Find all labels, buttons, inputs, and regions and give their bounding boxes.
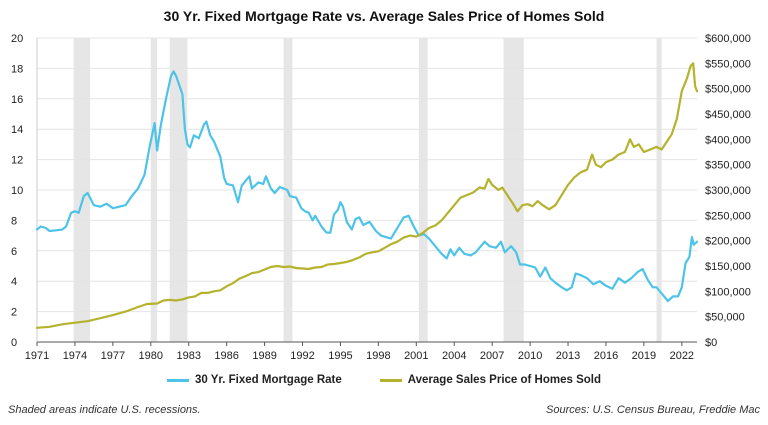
y-right-tick-label: $250,000 xyxy=(705,210,751,222)
y-right-tick-label: $400,000 xyxy=(705,134,751,146)
x-tick-label: 1986 xyxy=(214,350,238,362)
x-tick-label: 2001 xyxy=(404,350,428,362)
y-left-tick-label: 20 xyxy=(11,33,23,45)
x-tick-label: 1983 xyxy=(176,350,200,362)
series-line-mortgage-rate xyxy=(35,70,699,303)
x-tick-label: 1998 xyxy=(366,350,390,362)
y-left-tick-label: 6 xyxy=(11,246,17,258)
y-right-tick-label: $300,000 xyxy=(705,185,751,197)
x-tick-label: 2019 xyxy=(632,350,656,362)
x-tick-label: 2016 xyxy=(594,350,618,362)
y-right-tick-label: $100,000 xyxy=(705,286,751,298)
axes: 0 2 4 6 8 10 12 14 16 18 20 $0 $50,000 $100,000 $150,0… xyxy=(11,33,751,362)
x-tick-label: 1980 xyxy=(139,350,163,362)
x-tick-label: 1995 xyxy=(328,350,352,362)
x-tick-label: 1971 xyxy=(25,350,49,362)
y-left-tick-label: 2 xyxy=(11,307,17,319)
y-left-tick-label: 10 xyxy=(11,185,23,197)
legend-label-mortgage-rate: 30 Yr. Fixed Mortgage Rate xyxy=(194,374,342,386)
chart-title: 30 Yr. Fixed Mortgage Rate vs. Average S… xyxy=(163,8,605,24)
legend-label-sales-price: Average Sales Price of Homes Sold xyxy=(407,374,602,386)
y-right-tick-label: $0 xyxy=(705,337,717,349)
y-right-tick-label: $500,000 xyxy=(705,84,751,96)
legend-item-mortgage-rate: 30 Yr. Fixed Mortgage Rate xyxy=(166,374,342,386)
legend: 30 Yr. Fixed Mortgage Rate Average Sales… xyxy=(0,374,768,386)
legend-swatch-sales-price xyxy=(379,378,402,382)
y-right-tick-label: $50,000 xyxy=(705,312,745,324)
footnote-recessions: Shaded areas indicate U.S. recessions. xyxy=(8,404,201,416)
y-left-tick-label: 8 xyxy=(11,215,17,227)
legend-swatch-mortgage-rate xyxy=(166,378,189,382)
y-left-tick-label: 18 xyxy=(11,63,23,75)
y-left-tick-label: 0 xyxy=(11,337,17,349)
series-line-sales-price xyxy=(35,62,699,329)
x-tick-label: 1977 xyxy=(101,350,125,362)
y-right-tick-label: $200,000 xyxy=(705,236,751,248)
y-left-tick-label: 12 xyxy=(11,155,23,167)
gridlines xyxy=(37,37,697,343)
y-left-tick-label: 16 xyxy=(11,94,23,106)
y-right-tick-label: $450,000 xyxy=(705,109,751,121)
x-tick-label: 1992 xyxy=(290,350,314,362)
y-right-tick-label: $150,000 xyxy=(705,261,751,273)
y-right-tick-label: $350,000 xyxy=(705,160,751,172)
y-right-tick-label: $550,000 xyxy=(705,58,751,70)
y-left-tick-label: 4 xyxy=(11,276,17,288)
series-lines xyxy=(35,62,699,329)
x-tick-label: 2013 xyxy=(556,350,580,362)
legend-item-sales-price: Average Sales Price of Homes Sold xyxy=(379,374,602,386)
x-tick-label: 2007 xyxy=(480,350,504,362)
x-tick-label: 1974 xyxy=(63,350,87,362)
y-left-tick-label: 14 xyxy=(11,124,23,136)
x-tick-label: 2022 xyxy=(670,350,694,362)
x-tick-label: 2004 xyxy=(442,350,466,362)
y-right-tick-label: $600,000 xyxy=(705,33,751,45)
x-tick-label: 1989 xyxy=(252,350,276,362)
x-tick-label: 2010 xyxy=(518,350,542,362)
footnote-sources: Sources: U.S. Census Bureau, Freddie Mac xyxy=(546,404,760,416)
